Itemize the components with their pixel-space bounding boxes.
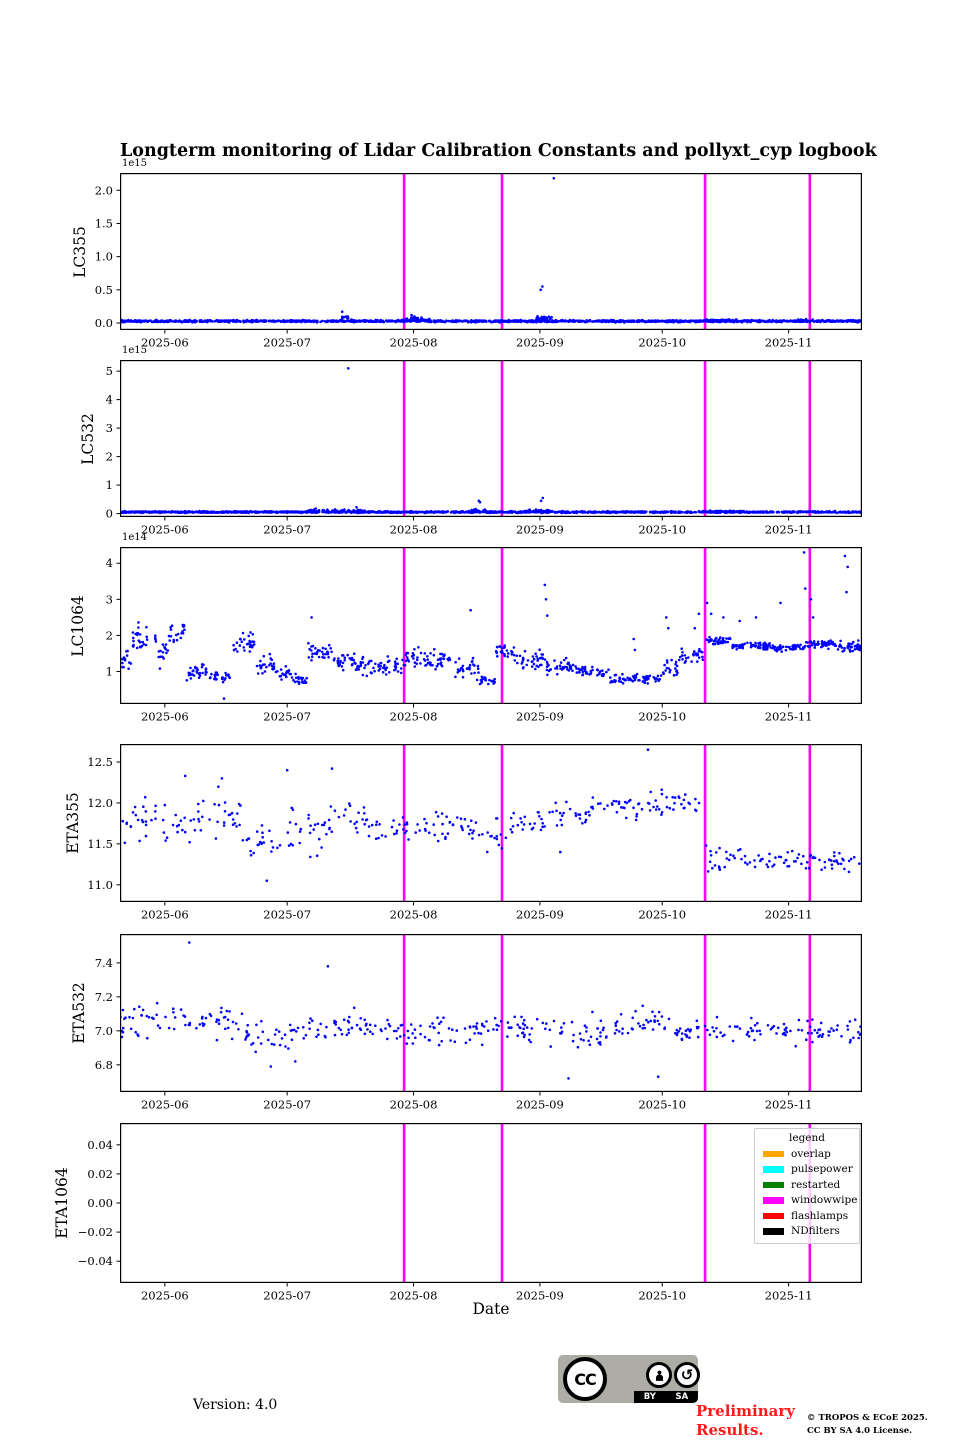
svg-text:2025-09: 2025-09 (516, 336, 564, 350)
plot-area-eta355: 2025-06 2025-07 2025-08 2025-09 2025-10 2025-… (87, 744, 862, 922)
axis-offset-text: 1e15 (122, 158, 148, 169)
svg-text:2025-10: 2025-10 (638, 710, 686, 724)
y-axis-label: LC355 (71, 225, 89, 278)
svg-text:2025-11: 2025-11 (765, 908, 813, 922)
svg-text:2025-11: 2025-11 (765, 336, 813, 350)
subplot-lc1064: 1e14 LC1064 2025-06 2025-07 2025-08 2025-09… (69, 532, 862, 724)
preliminary-results-text: Preliminary Results. (696, 1402, 795, 1439)
cc-logo-icon: CC (563, 1357, 607, 1401)
svg-text:2025-08: 2025-08 (390, 523, 438, 537)
legend-label: NDfilters (791, 1225, 840, 1238)
svg-text:2: 2 (106, 450, 113, 464)
subplot-eta1064: ETA1064 2025-06 2025-07 2025-08 2025-09 2025… (53, 1123, 862, 1303)
svg-text:4: 4 (106, 393, 113, 407)
restarted-swatch-icon (763, 1181, 784, 1188)
svg-text:0.5: 0.5 (95, 283, 113, 297)
subplot-lc355: 1e15 LC355 2025-06 2025-07 2025-08 2025-09 2… (71, 158, 862, 350)
legend-item-ndfilters: NDfilters (755, 1224, 859, 1240)
svg-text:2025-07: 2025-07 (263, 336, 311, 350)
svg-text:2025-06: 2025-06 (141, 908, 189, 922)
flashlamps-swatch-icon (763, 1212, 784, 1219)
legend-item-pulsepower: pulsepower (755, 1162, 859, 1178)
legend-item-windowwipe: windowwipe (755, 1193, 859, 1209)
legend-label: flashlamps (791, 1209, 849, 1222)
svg-text:11.5: 11.5 (87, 837, 113, 851)
svg-text:1.5: 1.5 (95, 216, 113, 230)
legend-label: overlap (791, 1147, 831, 1160)
svg-text:2025-06: 2025-06 (141, 710, 189, 724)
svg-text:0.0: 0.0 (95, 316, 113, 330)
svg-text:2025-06: 2025-06 (141, 336, 189, 350)
pulsepower-swatch-icon (763, 1166, 784, 1173)
svg-text:4: 4 (106, 556, 113, 570)
svg-text:1.0: 1.0 (95, 250, 113, 264)
svg-text:5: 5 (106, 364, 113, 378)
plot-area-lc1064: 2025-06 2025-07 2025-08 2025-09 2025-10 2025-… (106, 547, 862, 724)
svg-text:12.0: 12.0 (87, 796, 113, 810)
axis-offset-text: 1e15 (122, 345, 148, 356)
svg-text:2: 2 (106, 628, 113, 642)
y-axis-label: LC532 (79, 412, 97, 465)
svg-text:2025-07: 2025-07 (263, 908, 311, 922)
legend-label: windowwipe (791, 1194, 858, 1207)
svg-text:2025-09: 2025-09 (516, 908, 564, 922)
svg-text:2.0: 2.0 (95, 183, 113, 197)
svg-text:2025-10: 2025-10 (638, 523, 686, 537)
axis-offset-text: 1e14 (122, 532, 148, 543)
svg-text:11.0: 11.0 (87, 878, 113, 892)
legend-title: legend (789, 1132, 825, 1144)
cc-by-person-icon (646, 1362, 672, 1388)
svg-text:2025-06: 2025-06 (141, 523, 189, 537)
windowwipe-swatch-icon (763, 1197, 784, 1204)
svg-text:2025-07: 2025-07 (263, 523, 311, 537)
svg-text:1: 1 (106, 478, 113, 492)
legend-label: restarted (791, 1178, 841, 1191)
svg-text:2025-08: 2025-08 (390, 336, 438, 350)
copyright-text: © TROPOS & ECoE 2025. CC BY SA 4.0 Licen… (807, 1413, 928, 1436)
svg-text:2025-10: 2025-10 (638, 336, 686, 350)
cc-sa-arrow-icon: ↺ (674, 1362, 700, 1388)
subplot-lc532: 1e15 LC532 2025-06 2025-07 2025-08 2025-09 2… (79, 345, 862, 537)
subplot-eta355: ETA355 2025-06 2025-07 2025-08 2025-09 2025-… (64, 744, 862, 922)
svg-text:2025-11: 2025-11 (765, 523, 813, 537)
plot-area-eta1064: 2025-06 2025-07 2025-08 2025-09 2025-10 2025-… (78, 1123, 862, 1303)
svg-text:1: 1 (106, 665, 113, 679)
y-axis-label: ETA532 (70, 982, 88, 1044)
svg-text:2025-11: 2025-11 (765, 710, 813, 724)
y-axis-label: ETA1064 (53, 1167, 71, 1239)
legend-item-restarted: restarted (755, 1177, 859, 1193)
plot-area-lc532: 2025-06 2025-07 2025-08 2025-09 2025-10 2025-… (106, 360, 862, 537)
svg-text:2025-07: 2025-07 (263, 710, 311, 724)
plot-area-lc355: 2025-06 2025-07 2025-08 2025-09 2025-10 2025-… (95, 173, 862, 350)
svg-text:2025-10: 2025-10 (638, 908, 686, 922)
version-text: Version: 4.0 (193, 1397, 278, 1413)
legend: legend overlap pulsepower restarted wind… (754, 1128, 860, 1244)
subplot-eta532: ETA532 2025-06 2025-07 2025-08 2025-09 2025-… (70, 934, 862, 1112)
figure-title: Longterm monitoring of Lidar Calibration… (120, 141, 877, 161)
y-axis-label: ETA355 (64, 792, 82, 854)
svg-text:2025-08: 2025-08 (390, 710, 438, 724)
svg-text:2025-09: 2025-09 (516, 710, 564, 724)
overlap-swatch-icon (763, 1150, 784, 1157)
svg-text:3: 3 (106, 592, 113, 606)
ndfilters-swatch-icon (763, 1228, 784, 1235)
svg-text:12.5: 12.5 (87, 755, 113, 769)
y-axis-label: LC1064 (69, 594, 87, 657)
legend-label: pulsepower (791, 1163, 853, 1176)
x-axis-label: Date (472, 1300, 510, 1318)
legend-item-overlap: overlap (755, 1146, 859, 1162)
legend-item-flashlamps: flashlamps (755, 1208, 859, 1224)
cc-badge: CC ↺ BY SA (558, 1355, 700, 1403)
plot-area-eta532: 2025-06 2025-07 2025-08 2025-09 2025-10 2025-… (95, 934, 862, 1112)
svg-text:2025-08: 2025-08 (390, 908, 438, 922)
svg-text:0: 0 (106, 507, 113, 521)
svg-text:2025-09: 2025-09 (516, 523, 564, 537)
cc-by-sa-bar: BY SA (634, 1391, 698, 1403)
svg-text:3: 3 (106, 421, 113, 435)
